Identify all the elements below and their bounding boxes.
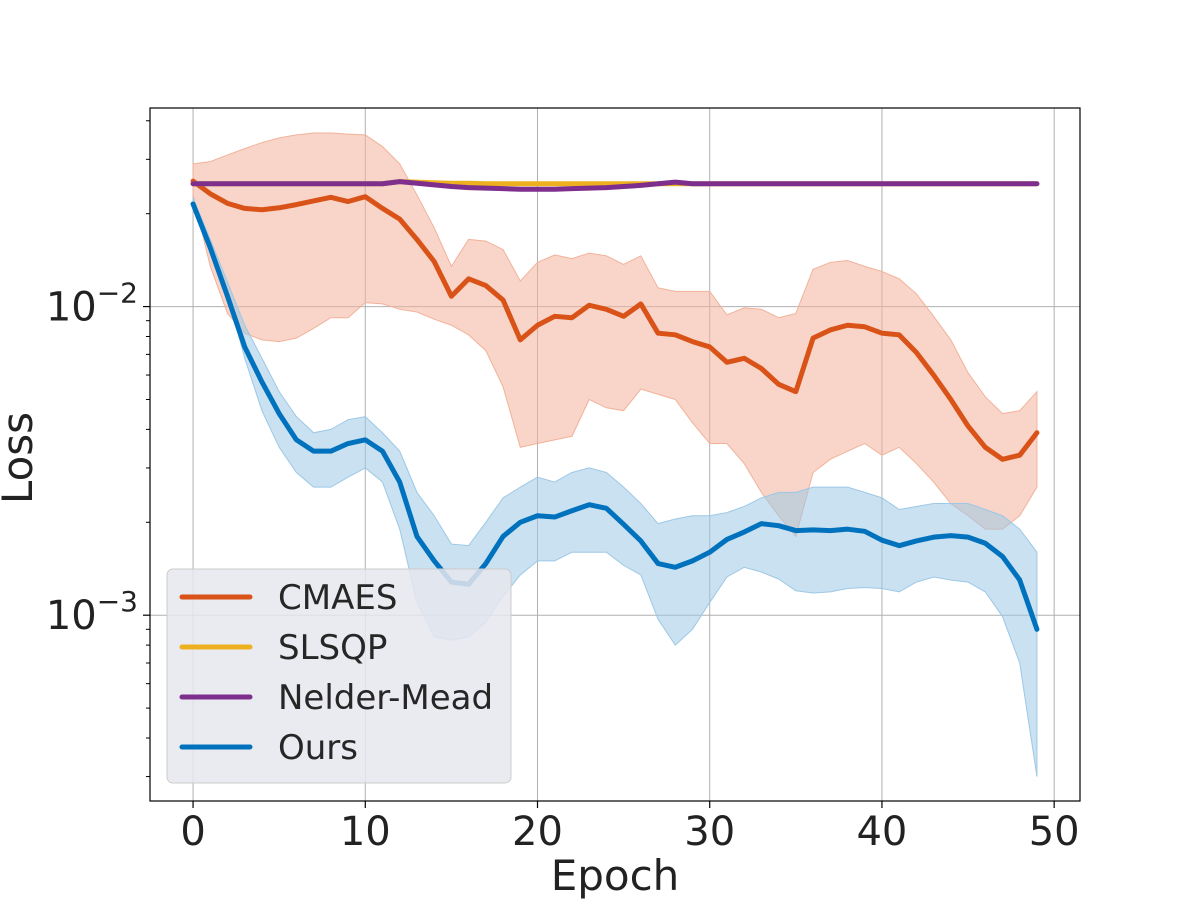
- legend-box: [166, 568, 512, 784]
- series-line-cmaes: [190, 178, 1040, 462]
- legend-label-cmaes: CMAES: [278, 578, 397, 618]
- legend-label-slsqp: SLSQP: [278, 628, 387, 668]
- y-tick-label: 10−2: [46, 277, 138, 331]
- x-tick-label: 40: [856, 809, 907, 855]
- y-tick-label: 10−3: [46, 585, 138, 639]
- band-cmaes: [192, 132, 1038, 538]
- series-line-nelder-mead: [190, 179, 1040, 192]
- x-tick-label: 10: [340, 809, 391, 855]
- legend: CMAES SLSQP Nelder-Mead Ours: [166, 568, 512, 784]
- x-tick-label: 50: [1029, 809, 1080, 855]
- plot-frame: [149, 107, 1081, 802]
- legend-label-ours: Ours: [278, 728, 358, 768]
- legend-label-nelder-mead: Nelder-Mead: [278, 678, 493, 718]
- confidence-bands: [192, 132, 1038, 777]
- axis-ticks: 0 10 20 30 40 50 10−2 10−3: [46, 120, 1080, 855]
- series-line-ours: [190, 201, 1040, 632]
- x-axis-label: Epoch: [551, 851, 680, 900]
- y-axis-label: Loss: [0, 412, 42, 504]
- series-lines: [190, 178, 1040, 632]
- x-tick-label: 20: [512, 809, 563, 855]
- x-tick-label: 30: [684, 809, 735, 855]
- x-tick-label: 0: [180, 809, 205, 855]
